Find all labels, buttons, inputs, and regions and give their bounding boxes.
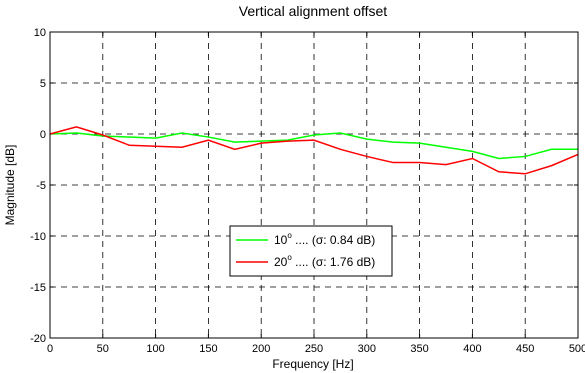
x-axis-label: Frequency [Hz]	[272, 357, 353, 371]
y-tick-label: -5	[36, 180, 46, 192]
y-tick-label: 0	[40, 129, 46, 141]
legend-label: 10o .... (σ: 0.84 dB)	[274, 231, 375, 247]
x-tick-label: 300	[358, 343, 376, 355]
series-line-1	[49, 132, 578, 160]
y-tick-label: -20	[30, 333, 46, 345]
legend-box	[229, 225, 393, 277]
plot-area-border	[49, 31, 579, 339]
x-tick-label: 350	[410, 343, 428, 355]
legend-label: 20o .... (σ: 1.76 dB)	[274, 253, 375, 269]
x-tick-label: 0	[47, 343, 53, 355]
x-tick-label: 200	[252, 343, 270, 355]
grid	[50, 32, 578, 338]
series-line-2	[49, 126, 579, 175]
y-tick-label: 5	[40, 78, 46, 90]
y-tick-label: -10	[30, 231, 46, 243]
y-tick-label: 10	[34, 27, 46, 39]
x-tick-label: 400	[463, 343, 481, 355]
chart-title: Vertical alignment offset	[239, 3, 387, 19]
y-tick-label: -15	[30, 282, 46, 294]
legend: 10o .... (σ: 0.84 dB) 20o .... (σ: 1.76 d…	[229, 225, 393, 277]
series-group	[49, 126, 579, 175]
x-tick-label: 250	[305, 343, 323, 355]
y-axis-label: Magnitude [dB]	[3, 145, 17, 226]
x-tick-label: 500	[569, 343, 585, 355]
x-tick-label: 150	[199, 343, 217, 355]
x-tick-label: 50	[97, 343, 109, 355]
x-tick-label: 450	[516, 343, 534, 355]
x-tick-label: 100	[146, 343, 164, 355]
